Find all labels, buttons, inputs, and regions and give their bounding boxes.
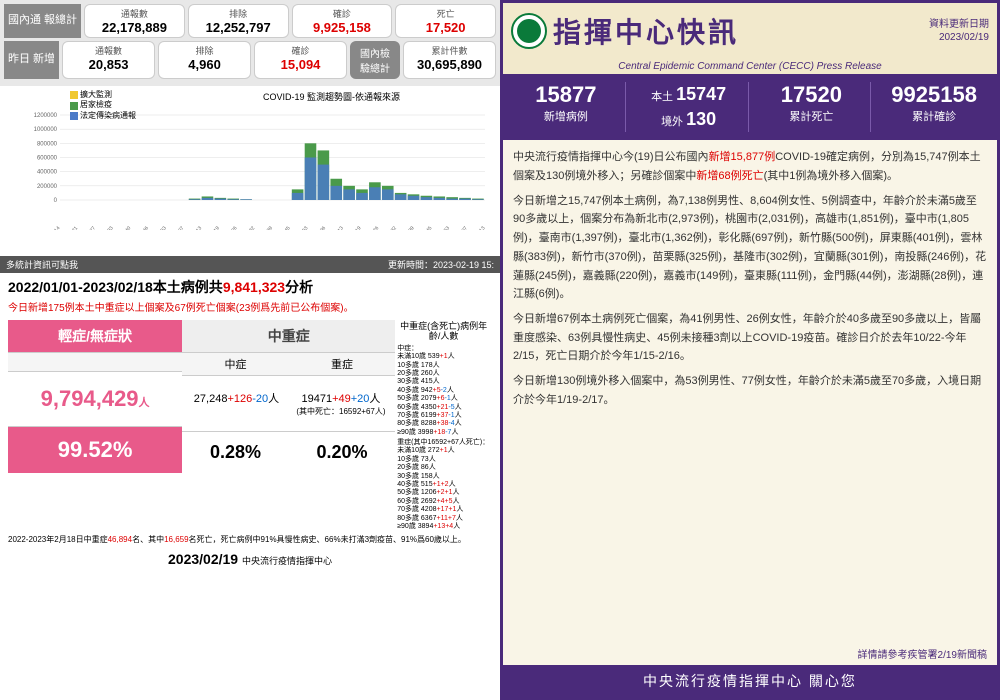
svg-text:202014: 202014 [46, 225, 61, 230]
stats-grid: 國內通 報總計 通報數22,178,889 排除12,252,797 確診9,9… [0, 0, 500, 86]
svg-text:202126: 202126 [223, 225, 238, 230]
total-label: 國內通 報總計 [4, 4, 81, 38]
svg-text:202040: 202040 [117, 225, 132, 230]
press-stats: 15877新增病例 本土 15747 境外 130 17520累計死亡 9925… [503, 74, 997, 140]
press-title: 指揮中心快訊 [553, 11, 923, 51]
svg-text:202119: 202119 [206, 225, 221, 230]
svg-text:202021: 202021 [64, 225, 79, 230]
severity-title: 2022/01/01-2023/02/18本土病例共9,841,323分析 [8, 277, 492, 297]
press-header: 指揮中心快訊 資料更新日期2023/02/19 [503, 3, 997, 59]
yesterday-label: 昨日 新增 [4, 41, 59, 79]
svg-text:202232: 202232 [383, 225, 398, 230]
age-mid-list: 中症：未滿10歲 539+1人10多歲 178人20多歲 260人30多歲 41… [395, 344, 492, 438]
left-panel: 國內通 報總計 通報數22,178,889 排除12,252,797 確診9,9… [0, 0, 500, 700]
svg-text:202245: 202245 [418, 225, 433, 230]
severity-section: 2022/01/01-2023/02/18本土病例共9,841,323分析 今日… [0, 273, 500, 700]
more-stats-link[interactable]: 多統計資訊可點我 [6, 258, 78, 271]
stats-row-total: 國內通 報總計 通報數22,178,889 排除12,252,797 確診9,9… [4, 4, 496, 38]
chart-legend: 擴大監測 居家檢疫 法定傳染病通報 [70, 90, 136, 121]
svg-text:202239: 202239 [400, 225, 415, 230]
svg-text:202033: 202033 [99, 225, 114, 230]
chart-title: COVID-19 監測趨勢圖-依通報來源 [263, 90, 400, 103]
svg-text:202139: 202139 [259, 225, 274, 230]
svg-text:202307: 202307 [454, 225, 469, 230]
stat-box: 確診15,094 [254, 41, 347, 79]
stat-split: 本土 15747 境外 130 [630, 82, 749, 132]
stat-deaths: 17520累計死亡 [753, 82, 872, 132]
svg-text:202053: 202053 [152, 225, 167, 230]
stats-row-yesterday: 昨日 新增 通報數20,853 排除4,960 確診15,094 國內檢驗總計 … [4, 41, 496, 79]
svg-text:202206: 202206 [312, 225, 327, 230]
svg-text:202145: 202145 [276, 225, 291, 230]
press-body: 中央流行疫情指揮中心今(19)日公布國內新增15,877例COVID-19確定病… [503, 140, 997, 646]
cecc-logo [511, 13, 547, 49]
stat-confirmed: 9925158累計確診 [875, 82, 993, 132]
severity-subtitle: 今日新增175例本土中重症以上個案及67例死亡個案(23例爲先前已公布個案)。 [8, 299, 492, 314]
right-panel: 指揮中心快訊 資料更新日期2023/02/19 Central Epidemic… [500, 0, 1000, 700]
mild-column: 輕症/無症狀 9,794,429人 99.52% [8, 320, 182, 532]
svg-text:202253: 202253 [436, 225, 451, 230]
age-sev-list: 重症(其中16592+67人死亡)：未滿10歲 272+1人10多歲 73人20… [395, 438, 492, 532]
svg-text:0: 0 [54, 198, 58, 204]
timestamp-row: 多統計資訊可點我 更新時間：2023-02-19 15: [0, 256, 500, 273]
stat-box: 排除4,960 [158, 41, 251, 79]
svg-text:202046: 202046 [135, 225, 150, 230]
severity-table: 輕症/無症狀 9,794,429人 99.52% 中重症 中症重症 27,248… [8, 320, 492, 532]
svg-text:800000: 800000 [37, 141, 58, 147]
stat-box: 累計件數30,695,890 [403, 41, 496, 79]
stat-new-cases: 15877新增病例 [507, 82, 626, 132]
update-time: 更新時間：2023-02-19 15: [388, 258, 494, 271]
severity-footnote: 2022-2023年2月18日中重症46,894名、其中16,659名死亡，死亡… [8, 532, 492, 547]
svg-text:202107: 202107 [170, 225, 185, 230]
stat-box: 死亡17,520 [395, 4, 496, 38]
svg-text:202213: 202213 [330, 225, 345, 230]
press-date: 資料更新日期2023/02/19 [929, 18, 989, 44]
stat-box: 通報數20,853 [62, 41, 155, 79]
severity-date: 2023/02/19 中央流行疫情指揮中心 [8, 547, 492, 571]
svg-text:202027: 202027 [82, 225, 97, 230]
stat-box: 通報數22,178,889 [84, 4, 185, 38]
svg-text:202219: 202219 [347, 225, 362, 230]
svg-text:1000000: 1000000 [34, 127, 58, 133]
press-subtitle: Central Epidemic Command Center (CECC) P… [503, 59, 997, 74]
svg-text:600000: 600000 [37, 156, 58, 162]
svg-text:202153: 202153 [294, 225, 309, 230]
svg-text:400000: 400000 [37, 170, 58, 176]
age-column: 中重症(含死亡)病例年齡/人數 中症：未滿10歲 539+1人10多歲 178人… [395, 320, 492, 532]
svg-text:202132: 202132 [241, 225, 256, 230]
moderate-column: 中重症 中症重症 27,248+126-20人 19471+49+20人(其中死… [182, 320, 395, 532]
svg-text:202226: 202226 [365, 225, 380, 230]
trend-chart: 擴大監測 居家檢疫 法定傳染病通報 COVID-19 監測趨勢圖-依通報來源 0… [0, 86, 500, 256]
press-link[interactable]: 詳情請參考疾管署2/19新聞稿 [503, 646, 997, 665]
svg-text:1200000: 1200000 [34, 113, 58, 119]
svg-text:200000: 200000 [37, 184, 58, 190]
test-total-label: 國內檢驗總計 [350, 41, 400, 79]
stat-box: 排除12,252,797 [188, 4, 289, 38]
press-footer: 中央流行疫情指揮中心 關心您 [503, 665, 997, 697]
svg-text:202113: 202113 [188, 225, 203, 230]
stat-box: 確診9,925,158 [292, 4, 393, 38]
svg-text:202313: 202313 [471, 225, 486, 230]
